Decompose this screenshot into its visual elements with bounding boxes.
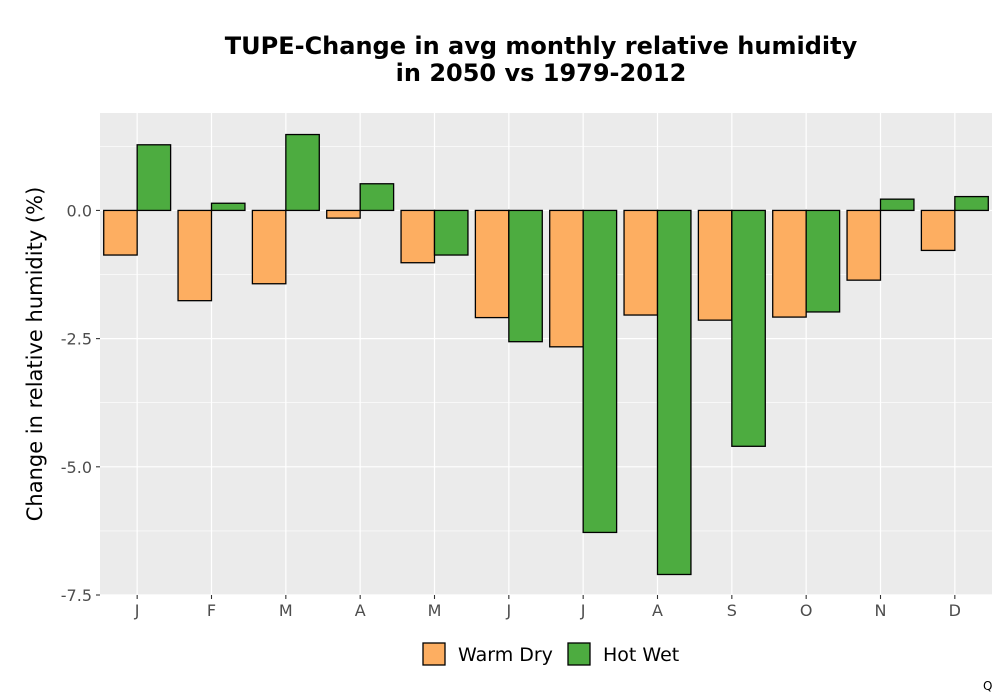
bar-warm-dry [920,209,956,252]
chart-title-line-1: TUPE-Change in avg monthly relative humi… [225,32,858,60]
bars [103,133,989,576]
bar-warm-dry [697,209,733,321]
x-tick-label: M [428,601,442,620]
x-tick-label: M [279,601,293,620]
x-tick-label: O [800,601,813,620]
legend-key-hot-wet [567,642,591,666]
x-tick-label: D [949,601,961,620]
legend: Warm Dry Hot Wet [422,642,679,666]
bar-warm-dry [549,209,584,348]
bar-hot-wet [879,198,915,212]
x-tick-label: J [580,601,586,620]
chart-title-line-2: in 2050 vs 1979-2012 [396,59,687,87]
bar-hot-wet [508,209,543,343]
y-axis-title: Change in relative humidity (%) [23,187,47,522]
y-tick-label: -5.0 [61,458,92,477]
bar-warm-dry [474,209,510,319]
legend-key-warm-dry [422,642,446,666]
footnote: Q [983,679,992,693]
bar-warm-dry [177,209,213,302]
x-tick-label: A [652,601,663,620]
x-tick-label: F [207,601,216,620]
y-tick-label: -2.5 [61,330,92,349]
y-tick-label: 0.0 [67,201,92,220]
bar-warm-dry [846,209,882,281]
bar-warm-dry [326,209,361,219]
x-tick-label: J [505,601,511,620]
legend-label-warm-dry: Warm Dry [458,644,553,666]
bar-hot-wet [805,209,841,313]
bar-warm-dry [400,209,436,264]
legend-label-hot-wet: Hot Wet [603,644,679,666]
y-axis: 0.0 -2.5 -5.0 -7.5 [61,201,100,605]
bar-warm-dry [623,209,659,316]
x-tick-label: S [727,601,737,620]
y-tick-label: -7.5 [61,586,92,605]
plot-panel [100,113,992,595]
x-tick-label: N [875,601,887,620]
x-tick-label: A [355,601,366,620]
bar-hot-wet [954,195,989,212]
bar-hot-wet [731,209,766,447]
bar-hot-wet [656,209,692,576]
bar-hot-wet [210,202,246,212]
x-tick-label: J [134,601,140,620]
bar-warm-dry [251,209,287,285]
bar-hot-wet [136,144,172,212]
bar-warm-dry [103,209,138,256]
bar-warm-dry [772,209,807,318]
bar-hot-wet [433,209,469,256]
bar-hot-wet [285,133,320,212]
bar-hot-wet [582,209,618,534]
bar-hot-wet [359,183,395,212]
